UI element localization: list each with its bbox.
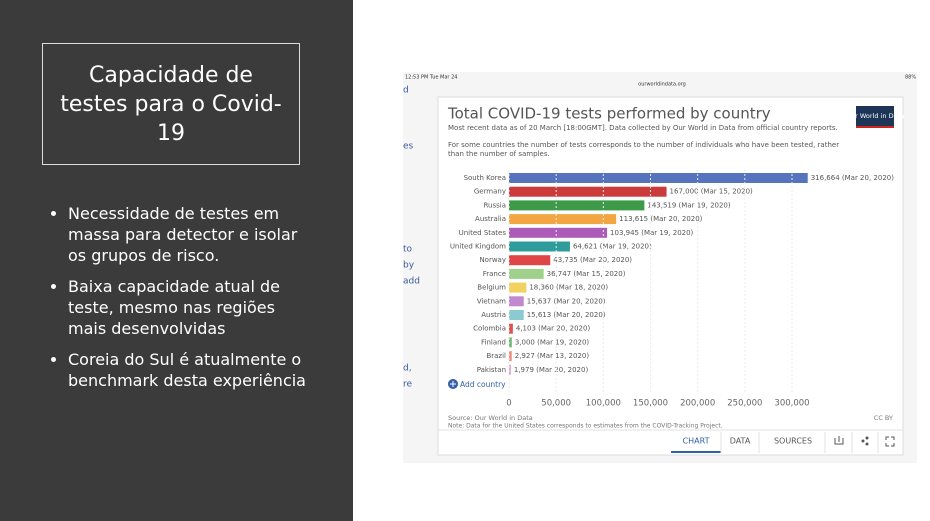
tab[interactable]: CHART (683, 437, 710, 446)
value-label: 103,945 (Mar 19, 2020) (610, 229, 694, 237)
page-fragment: add (403, 277, 420, 287)
license: CC BY (874, 414, 893, 422)
bar (509, 282, 527, 293)
bullet: Coreia do Sul é atualmente o benchmark d… (68, 349, 318, 391)
x-tick-label: 250,000 (727, 399, 762, 409)
category-label: Brazil (486, 352, 506, 360)
logo-underline (856, 126, 894, 128)
value-label: 64,621 (Mar 19, 2020) (573, 243, 652, 251)
url: ourworldindata.org (638, 82, 686, 88)
tab[interactable]: SOURCES (774, 437, 812, 446)
add-icon-plus (450, 381, 456, 387)
value-label: 3,000 (Mar 19, 2020) (515, 338, 590, 346)
source: Source: Our World in Data (448, 414, 533, 422)
category-label: Russia (483, 201, 506, 209)
value-label: 113,615 (Mar 20, 2020) (619, 215, 703, 223)
value-label: 18,360 (Mar 18, 2020) (529, 284, 608, 292)
bar (509, 364, 511, 375)
page-fragment: to (403, 245, 413, 255)
bar (509, 268, 544, 279)
chart-subtitle: Most recent data as of 20 March [18:00GM… (448, 124, 838, 132)
status-time: 12:53 PM Tue Mar 24 (405, 75, 457, 81)
bar (509, 173, 808, 183)
left-panel: Capacidade de testes para o Covid-19 Nec… (0, 0, 353, 521)
value-label: 36,747 (Mar 15, 2020) (547, 270, 626, 278)
category-label: Vietnam (477, 297, 506, 305)
category-label: United Kingdom (450, 243, 506, 251)
value-label: 4,103 (Mar 20, 2020) (516, 325, 591, 333)
bar (509, 186, 667, 197)
category-label: Pakistan (477, 366, 506, 374)
x-tick-label: 50,000 (541, 399, 571, 409)
x-tick-label: 300,000 (774, 399, 809, 409)
x-tick-label: 150,000 (633, 399, 668, 409)
category-label: Belgium (477, 284, 506, 292)
value-label: 143,519 (Mar 19, 2020) (647, 201, 731, 209)
x-tick-label: 0 (506, 399, 511, 409)
bullet: Baixa capacidade atual de teste, mesmo n… (68, 276, 318, 339)
page-fragment: d, (403, 364, 412, 374)
value-label: 2,927 (Mar 13, 2020) (515, 352, 590, 360)
value-label: 43,735 (Mar 20, 2020) (553, 256, 632, 264)
value-label: 167,000 (Mar 15, 2020) (670, 188, 754, 196)
note: Note: Data for the United States corresp… (448, 423, 723, 430)
value-label: 15,613 (Mar 20, 2020) (527, 311, 606, 319)
x-tick-label: 200,000 (680, 399, 715, 409)
battery: 88% (905, 75, 916, 81)
bullet: Necessidade de testes em massa para dete… (68, 203, 318, 266)
download-icon[interactable] (834, 436, 844, 445)
page-fragment: d (403, 86, 409, 96)
logo (856, 106, 894, 128)
category-label: Norway (479, 256, 506, 264)
bar (509, 200, 645, 211)
x-tick-label: 100,000 (586, 399, 621, 409)
bar (509, 351, 512, 362)
page-fragment: re (403, 380, 413, 390)
bullet-list: Necessidade de testes em massa para dete… (48, 203, 318, 401)
value-label: 1,979 (Mar 20, 2020) (514, 366, 589, 374)
category-label: Colombia (473, 325, 506, 333)
category-label: Finland (481, 338, 506, 346)
value-label: 316,664 (Mar 20, 2020) (811, 174, 895, 182)
page-fragment: es (403, 142, 414, 152)
fullscreen-icon[interactable] (885, 436, 895, 447)
bar (509, 227, 608, 238)
share-icon[interactable] (861, 436, 869, 446)
category-label: Australia (475, 215, 506, 223)
bar (509, 214, 617, 225)
bar (509, 296, 524, 307)
category-label: Germany (474, 188, 506, 196)
page-fragment: by (403, 261, 415, 271)
category-label: Austria (481, 311, 506, 319)
chart-title: Total COVID-19 tests performed by countr… (447, 105, 771, 123)
bar (509, 255, 551, 266)
category-label: United States (459, 229, 507, 237)
tab[interactable]: DATA (730, 437, 751, 446)
bar (509, 323, 513, 334)
value-label: 15,637 (Mar 20, 2020) (527, 297, 606, 305)
logo-text: Our World in Data (846, 112, 904, 120)
bar (509, 310, 524, 320)
slide-title: Capacidade de testes para o Covid-19 (42, 43, 300, 165)
add-country: Add country (460, 380, 506, 389)
bar (509, 337, 512, 348)
bar (509, 241, 570, 252)
chart-description: than the number of samples. (448, 150, 550, 158)
category-label: France (483, 270, 506, 278)
chart-description: For some countries the number of tests c… (448, 141, 839, 149)
category-label: South Korea (464, 174, 506, 182)
